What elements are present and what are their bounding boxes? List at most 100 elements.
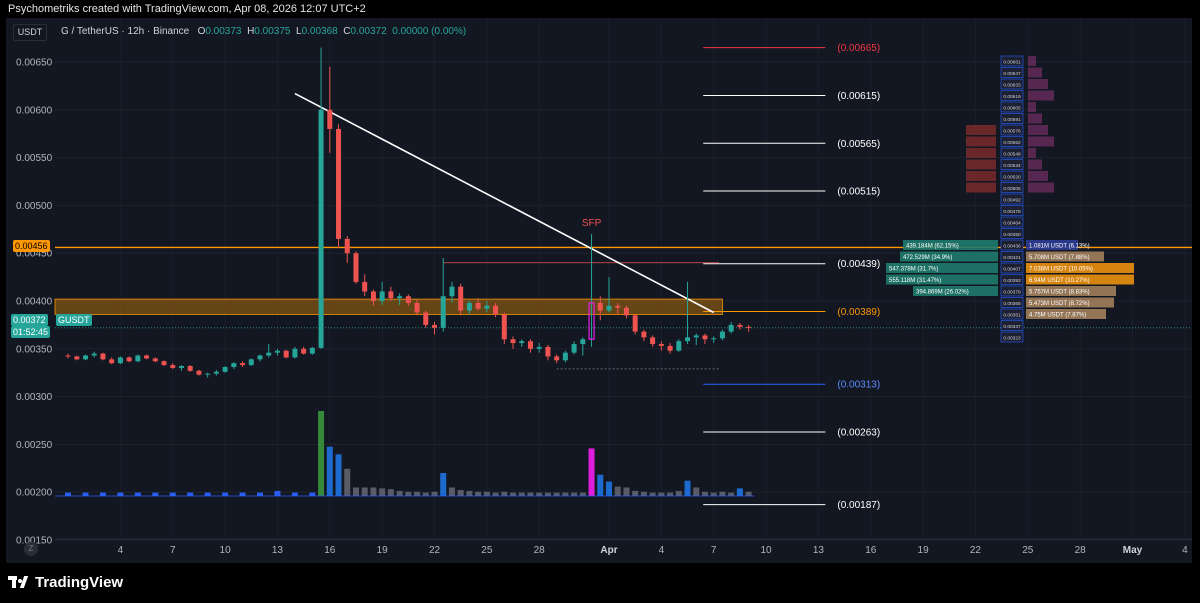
- ob-price-cell: [1000, 251, 1024, 262]
- volume-bar: [579, 492, 586, 496]
- volume-bar: [99, 492, 106, 496]
- volume-bar: [152, 492, 159, 496]
- volume-bar: [326, 446, 333, 496]
- x-tick-label: 4: [1182, 545, 1188, 556]
- x-tick-label: 19: [377, 545, 389, 556]
- x-tick-label: 16: [865, 545, 877, 556]
- y-tick-label: 0.00600: [16, 105, 53, 116]
- volume-bar: [352, 487, 359, 496]
- last-price-tag: 0.00372: [11, 314, 48, 326]
- candle-body: [702, 335, 708, 340]
- ob-ask-label: 7.038M USDT (10.05%): [1029, 267, 1093, 273]
- volume-bar: [701, 491, 708, 496]
- x-tick-label: May: [1123, 545, 1143, 556]
- fib-level-label: (0.00187): [837, 500, 880, 511]
- ob-bid-mini: [966, 159, 996, 170]
- volume-bar: [640, 491, 647, 496]
- ob-price-cell: [1000, 67, 1024, 78]
- volume-bar: [675, 490, 682, 496]
- price-axis: 0.006500.006000.005500.005000.004500.004…: [6, 18, 54, 563]
- candle-body: [519, 341, 525, 344]
- volume-bar: [169, 492, 176, 496]
- y-tick-label: 0.00400: [16, 297, 53, 308]
- ob-ask-mini: [1028, 67, 1042, 78]
- volume-bar: [614, 486, 621, 496]
- ob-ask-bar: [1026, 263, 1134, 273]
- ob-price-cell: [1000, 285, 1024, 297]
- ob-ask-bar: [1026, 297, 1114, 308]
- credit-bar: Psychometriks created with TradingView.c…: [0, 0, 1200, 18]
- candle-body: [737, 324, 743, 327]
- candle-body: [423, 312, 429, 325]
- ob-price-label: 0.00393: [1003, 278, 1021, 284]
- candle-body: [257, 355, 263, 360]
- x-tick-label: 28: [534, 545, 546, 556]
- ob-price-cell: [1000, 216, 1024, 228]
- x-tick-label: 10: [220, 545, 232, 556]
- volume-bar: [457, 490, 464, 496]
- currency-button[interactable]: USDT: [13, 24, 47, 41]
- candle-body: [240, 363, 246, 366]
- candle-body: [144, 355, 150, 359]
- ob-ask-mini: [1028, 125, 1048, 135]
- candle-body: [83, 355, 88, 360]
- candle-body: [327, 109, 333, 129]
- ob-price-label: 0.00619: [1003, 94, 1021, 100]
- ob-bid-label: 439.184M (62.15%): [906, 244, 959, 250]
- candle-body: [135, 355, 141, 362]
- candle-body: [658, 344, 664, 346]
- ob-price-label: 0.00562: [1003, 140, 1021, 146]
- ob-price-cell: [1000, 331, 1024, 343]
- trendline: [294, 92, 715, 314]
- ob-price-label: 0.00492: [1003, 197, 1021, 203]
- ob-price-cell: [1000, 90, 1024, 101]
- logo-text: TradingView: [35, 574, 124, 591]
- countdown-tag: 01:52:45: [11, 326, 51, 338]
- volume-bar: [187, 492, 194, 496]
- ob-bid-mini: [966, 171, 996, 181]
- volume-bar: [309, 492, 316, 496]
- volume-bar: [291, 492, 298, 496]
- volume-bar: [204, 492, 211, 496]
- candle-body: [597, 302, 603, 311]
- ob-price-cell: [1000, 239, 1024, 251]
- ob-ask-bar: [1026, 240, 1078, 250]
- volume-bar: [370, 487, 377, 496]
- credit-text: Psychometriks created with TradingView.c…: [8, 3, 366, 15]
- candle-body: [667, 345, 673, 351]
- candle-body: [213, 371, 219, 374]
- volume-bar: [405, 491, 412, 496]
- volume-bar: [379, 488, 386, 496]
- low-value: 0.00368: [301, 26, 338, 37]
- zoom-icon[interactable]: Z: [24, 542, 38, 556]
- change-value: 0.00000 (0.00%): [392, 26, 467, 37]
- candle-body: [152, 358, 158, 362]
- symbol-title: G / TetherUS · 12h · Binance: [61, 26, 190, 37]
- ob-bid-bar: [900, 251, 998, 262]
- candle-body: [641, 331, 647, 338]
- candles: SFP: [65, 47, 752, 378]
- supply-zone-rect: [54, 298, 723, 315]
- ob-price-cell: [1000, 182, 1024, 193]
- candle-body: [685, 337, 691, 342]
- ob-ask-label: 4.75M USDT (7.87%): [1029, 313, 1086, 319]
- high-label: H: [247, 26, 255, 37]
- ob-price-label: 0.00647: [1003, 71, 1021, 77]
- ob-bid-mini: [966, 125, 996, 135]
- ob-price-label: 0.00576: [1003, 128, 1021, 134]
- y-tick-label: 0.00250: [16, 440, 53, 451]
- tradingview-logo-icon: [8, 576, 32, 588]
- candle-body: [650, 337, 656, 345]
- volume-bar: [544, 492, 551, 496]
- ob-price-cell: [1000, 205, 1024, 216]
- candle-body: [676, 341, 682, 351]
- candle-body: [623, 307, 629, 316]
- volume-bar: [527, 492, 534, 496]
- candle-body: [554, 356, 560, 361]
- ob-price-label: 0.00661: [1003, 59, 1021, 65]
- ob-ask-mini: [1028, 136, 1054, 147]
- candle-body: [414, 302, 420, 313]
- ob-ask-bar: [1026, 286, 1116, 296]
- candle-body: [109, 359, 115, 364]
